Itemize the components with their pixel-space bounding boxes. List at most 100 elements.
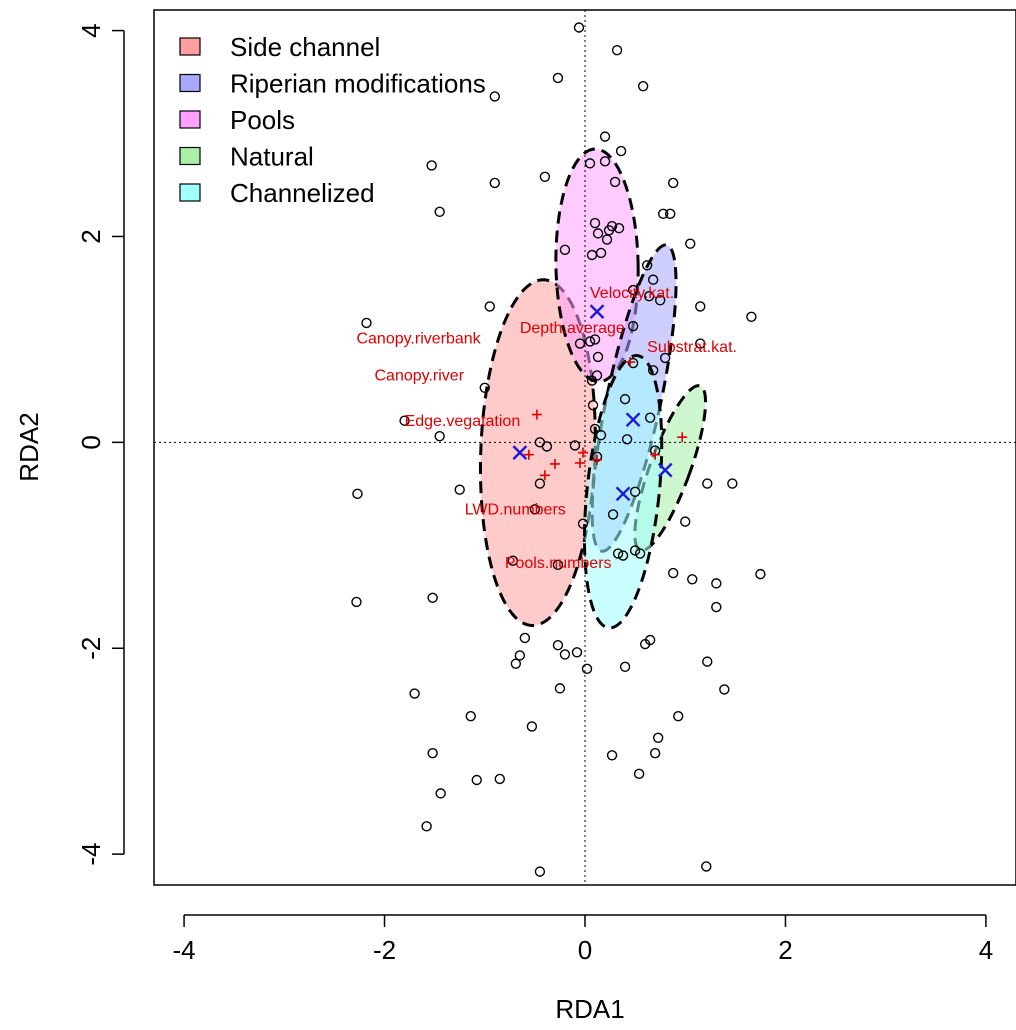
- site-point: [612, 548, 624, 559]
- site-point: [601, 234, 613, 245]
- axes: -4 -2 0 2 4 -4 -2 0 2 4: [76, 9, 1016, 965]
- site-point: [571, 647, 583, 658]
- legend-label: Pools: [230, 105, 295, 135]
- site-point: [577, 518, 589, 529]
- site-point: [621, 434, 633, 445]
- site-point: [471, 774, 482, 786]
- x-tick-label: 0: [578, 935, 592, 965]
- y-axis-label: RDA2: [14, 412, 44, 481]
- site-point: [685, 238, 696, 249]
- y-tick-label: 4: [76, 23, 106, 37]
- site-point: [507, 555, 519, 566]
- species-marker: [677, 432, 688, 443]
- legend-swatch: [179, 146, 201, 166]
- legend-swatch: [179, 37, 201, 56]
- site-point: [409, 688, 420, 699]
- site-point: [559, 244, 571, 256]
- site-point: [637, 80, 649, 92]
- species-marker: [592, 454, 603, 465]
- site-point: [559, 649, 571, 660]
- site-points: [351, 22, 766, 877]
- site-point: [619, 661, 631, 672]
- site-point: [427, 748, 438, 759]
- site-point: [352, 488, 363, 500]
- x-tick-label: -2: [373, 935, 396, 965]
- site-point: [654, 295, 666, 306]
- ellipse-channelized: [582, 354, 664, 630]
- species-marker: [531, 409, 542, 420]
- group-centroids: [512, 304, 673, 502]
- site-point: [529, 504, 541, 515]
- site-point: [727, 478, 738, 489]
- site-point: [573, 22, 585, 33]
- site-point: [609, 176, 621, 188]
- site-point: [641, 260, 653, 271]
- env-label: Pools.numbers: [505, 555, 612, 572]
- site-point: [652, 732, 664, 743]
- site-point: [489, 91, 500, 102]
- site-point: [435, 788, 446, 799]
- y-tick-label: -2: [76, 637, 106, 660]
- site-point: [465, 710, 476, 722]
- site-point: [541, 441, 553, 452]
- env-label: Edge.vegatation: [405, 413, 521, 430]
- site-point: [592, 351, 604, 363]
- site-point: [554, 683, 566, 694]
- site-point: [633, 768, 645, 780]
- site-point: [569, 440, 581, 451]
- site-point: [494, 773, 506, 785]
- centroid-pools: [589, 304, 605, 319]
- site-point: [489, 177, 500, 189]
- site-point: [434, 206, 445, 217]
- site-point: [617, 550, 629, 561]
- site-point: [434, 430, 445, 442]
- zero-lines: [154, 10, 1016, 885]
- site-point: [647, 274, 659, 285]
- y-tick-label: 2: [76, 229, 106, 243]
- site-point: [680, 516, 691, 527]
- env-label: Canopy.riverbank: [356, 331, 481, 348]
- site-point: [552, 559, 564, 571]
- site-point: [479, 382, 490, 393]
- site-point: [687, 574, 698, 585]
- site-point: [586, 249, 598, 261]
- legend-label: Channelized: [230, 178, 375, 208]
- species-marker: [577, 447, 588, 458]
- env-label: Canopy.river: [375, 368, 465, 385]
- species-markers: [523, 357, 688, 481]
- legend: Side channel Riperian modifications Pools N…: [179, 32, 486, 208]
- site-point: [592, 228, 604, 239]
- site-point: [534, 478, 546, 489]
- site-point: [484, 301, 495, 312]
- site-point: [426, 160, 437, 171]
- site-point: [657, 208, 669, 220]
- env-label: Velocity.kat.: [590, 285, 674, 302]
- site-point: [711, 601, 722, 613]
- site-point: [581, 663, 593, 675]
- site-point: [399, 415, 410, 426]
- site-point: [702, 656, 713, 667]
- site-point: [659, 352, 671, 364]
- env-label: Substrat.kat.: [647, 339, 737, 356]
- env-label: LWD.numbers: [465, 501, 566, 518]
- species-marker: [549, 458, 560, 469]
- site-point: [643, 290, 655, 302]
- site-point: [719, 684, 730, 695]
- y-tick-label: -4: [76, 843, 106, 866]
- site-point: [746, 311, 757, 322]
- site-point: [599, 131, 611, 142]
- site-point: [552, 72, 564, 84]
- centroid-side-channel: [512, 445, 528, 460]
- site-point: [629, 486, 641, 497]
- site-point: [668, 567, 679, 579]
- legend-label: Riperian modifications: [230, 69, 486, 99]
- site-point: [673, 710, 684, 722]
- centroid-riperian-modifications: [625, 412, 641, 428]
- site-point: [649, 748, 661, 759]
- site-point: [615, 145, 627, 157]
- site-point: [627, 320, 639, 332]
- site-point: [526, 721, 538, 732]
- site-point: [351, 596, 362, 608]
- site-point: [695, 301, 706, 312]
